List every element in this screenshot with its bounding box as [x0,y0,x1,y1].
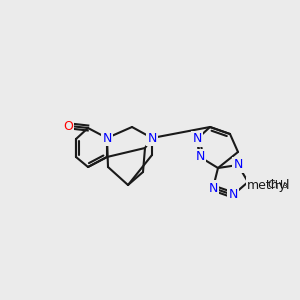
Text: N: N [195,151,205,164]
Text: N: N [228,188,238,202]
Text: methyl: methyl [247,178,291,191]
Text: N: N [147,131,157,145]
Text: N: N [192,133,202,146]
Text: CH₃: CH₃ [267,180,288,190]
Text: N: N [102,131,112,145]
Text: O: O [63,119,73,133]
Text: N: N [233,158,243,172]
Text: N: N [208,182,218,194]
